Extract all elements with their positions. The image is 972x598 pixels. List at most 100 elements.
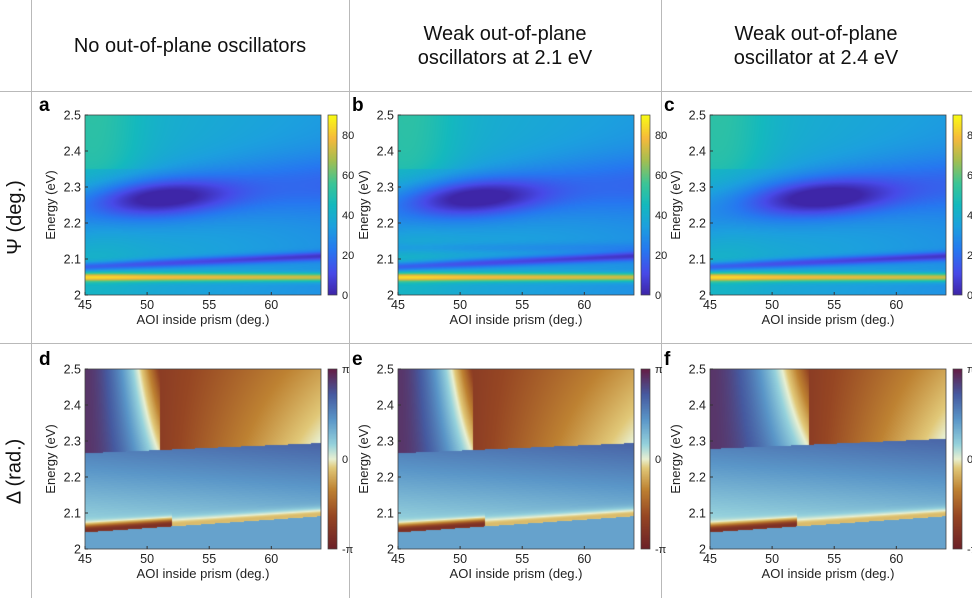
colorbar-tick-label: 80 [967, 130, 972, 142]
y-axis-label: Energy (eV) [43, 170, 58, 239]
colorbar-tick-label: 0 [967, 290, 972, 302]
x-tick-label: 45 [703, 552, 717, 566]
x-tick-label: 60 [577, 552, 591, 566]
y-tick-label: 2 [387, 543, 394, 557]
colorbar-frame [327, 368, 338, 550]
x-tick-label: 45 [703, 298, 717, 312]
colorbar-frame [327, 114, 338, 296]
x-tick-label: 60 [264, 298, 278, 312]
colorbar-tick-label: 60 [967, 170, 972, 182]
row-header-delta: Δ (rad.) [0, 344, 30, 598]
x-tick-label: 55 [827, 552, 841, 566]
y-tick-label: 2.5 [689, 363, 706, 377]
y-tick-label: 2.5 [64, 109, 81, 123]
y-tick-label: 2.3 [377, 435, 394, 449]
colorbar-tick-label: π [342, 364, 350, 376]
x-tick-label: 50 [453, 298, 467, 312]
row-header-psi: Ψ (deg.) [0, 92, 30, 342]
plot-frame [709, 114, 947, 296]
colorbar-tick-label: 0 [655, 290, 661, 302]
colorbar-tick-label: 40 [967, 210, 972, 222]
x-tick-label: 45 [78, 552, 92, 566]
colorbar-frame [640, 368, 651, 550]
grid-line-v2 [349, 0, 350, 598]
y-tick-label: 2.4 [377, 145, 394, 159]
colorbar-tick-label: 40 [655, 210, 667, 222]
y-tick-label: 2.4 [64, 145, 81, 159]
x-tick-label: 50 [140, 552, 154, 566]
panel-label: c [664, 95, 675, 116]
heatmap-image [398, 115, 634, 295]
y-tick-label: 2.1 [64, 507, 81, 521]
y-tick-label: 2.1 [64, 253, 81, 267]
colorbar [953, 369, 962, 549]
heatmap-image [710, 369, 946, 549]
x-tick-label: 45 [391, 552, 405, 566]
y-tick-label: 2.4 [689, 145, 706, 159]
y-tick-label: 2 [74, 543, 81, 557]
colorbar-tick-label: 20 [967, 250, 972, 262]
y-tick-label: 2.1 [689, 253, 706, 267]
y-tick-label: 2.2 [377, 217, 394, 231]
panel-label: f [664, 349, 671, 370]
y-tick-label: 2.2 [689, 217, 706, 231]
x-tick-label: 55 [202, 298, 216, 312]
colorbar-tick-label: π [655, 364, 663, 376]
y-tick-label: 2 [74, 289, 81, 303]
y-tick-label: 2.3 [689, 435, 706, 449]
colorbar-frame [952, 368, 963, 550]
y-tick-label: 2.2 [377, 471, 394, 485]
colorbar-tick-label: 0 [342, 290, 348, 302]
x-tick-label: 60 [889, 552, 903, 566]
y-axis-label: Energy (eV) [356, 170, 371, 239]
x-tick-label: 60 [577, 298, 591, 312]
x-tick-label: 50 [765, 552, 779, 566]
y-tick-label: 2.3 [377, 181, 394, 195]
heatmap-image [85, 369, 321, 549]
x-axis-label: AOI inside prism (deg.) [450, 312, 583, 327]
colorbar-tick-label: 20 [655, 250, 667, 262]
x-tick-label: 55 [515, 552, 529, 566]
x-tick-label: 60 [889, 298, 903, 312]
y-tick-label: 2.4 [377, 399, 394, 413]
colorbar-tick-label: 0 [967, 454, 972, 466]
x-axis-label: AOI inside prism (deg.) [762, 566, 895, 581]
colorbar-tick-label: -π [967, 544, 972, 556]
x-tick-label: 45 [391, 298, 405, 312]
colorbar-frame [952, 114, 963, 296]
x-tick-label: 55 [515, 298, 529, 312]
plot-frame [84, 368, 322, 550]
colorbar-tick-label: -π [655, 544, 667, 556]
colorbar-tick-label: 80 [655, 130, 667, 142]
y-tick-label: 2.5 [64, 363, 81, 377]
row-header-psi-label: Ψ (deg.) [3, 179, 26, 255]
y-tick-label: 2.3 [64, 435, 81, 449]
y-tick-label: 2.5 [689, 109, 706, 123]
colorbar-tick-label: 20 [342, 250, 354, 262]
colorbar-tick-label: 60 [342, 170, 354, 182]
column-header-3: Weak out-of-plane oscillator at 2.4 eV [733, 23, 899, 69]
grid-line-h1 [0, 91, 972, 92]
y-tick-label: 2.3 [689, 181, 706, 195]
y-tick-label: 2 [699, 543, 706, 557]
y-tick-label: 2.1 [377, 253, 394, 267]
colorbar [953, 115, 962, 295]
row-header-delta-label: Δ (rad.) [3, 438, 26, 504]
colorbar [641, 369, 650, 549]
colorbar-tick-label: π [967, 364, 972, 376]
x-tick-label: 50 [453, 552, 467, 566]
colorbar-tick-label: 60 [655, 170, 667, 182]
x-tick-label: 55 [202, 552, 216, 566]
colorbar-tick-label: 0 [655, 454, 661, 466]
y-tick-label: 2.2 [64, 217, 81, 231]
panel-label: a [39, 95, 50, 116]
colorbar [641, 115, 650, 295]
plot-frame [84, 114, 322, 296]
colorbar-tick-label: 80 [342, 130, 354, 142]
x-tick-label: 50 [140, 298, 154, 312]
